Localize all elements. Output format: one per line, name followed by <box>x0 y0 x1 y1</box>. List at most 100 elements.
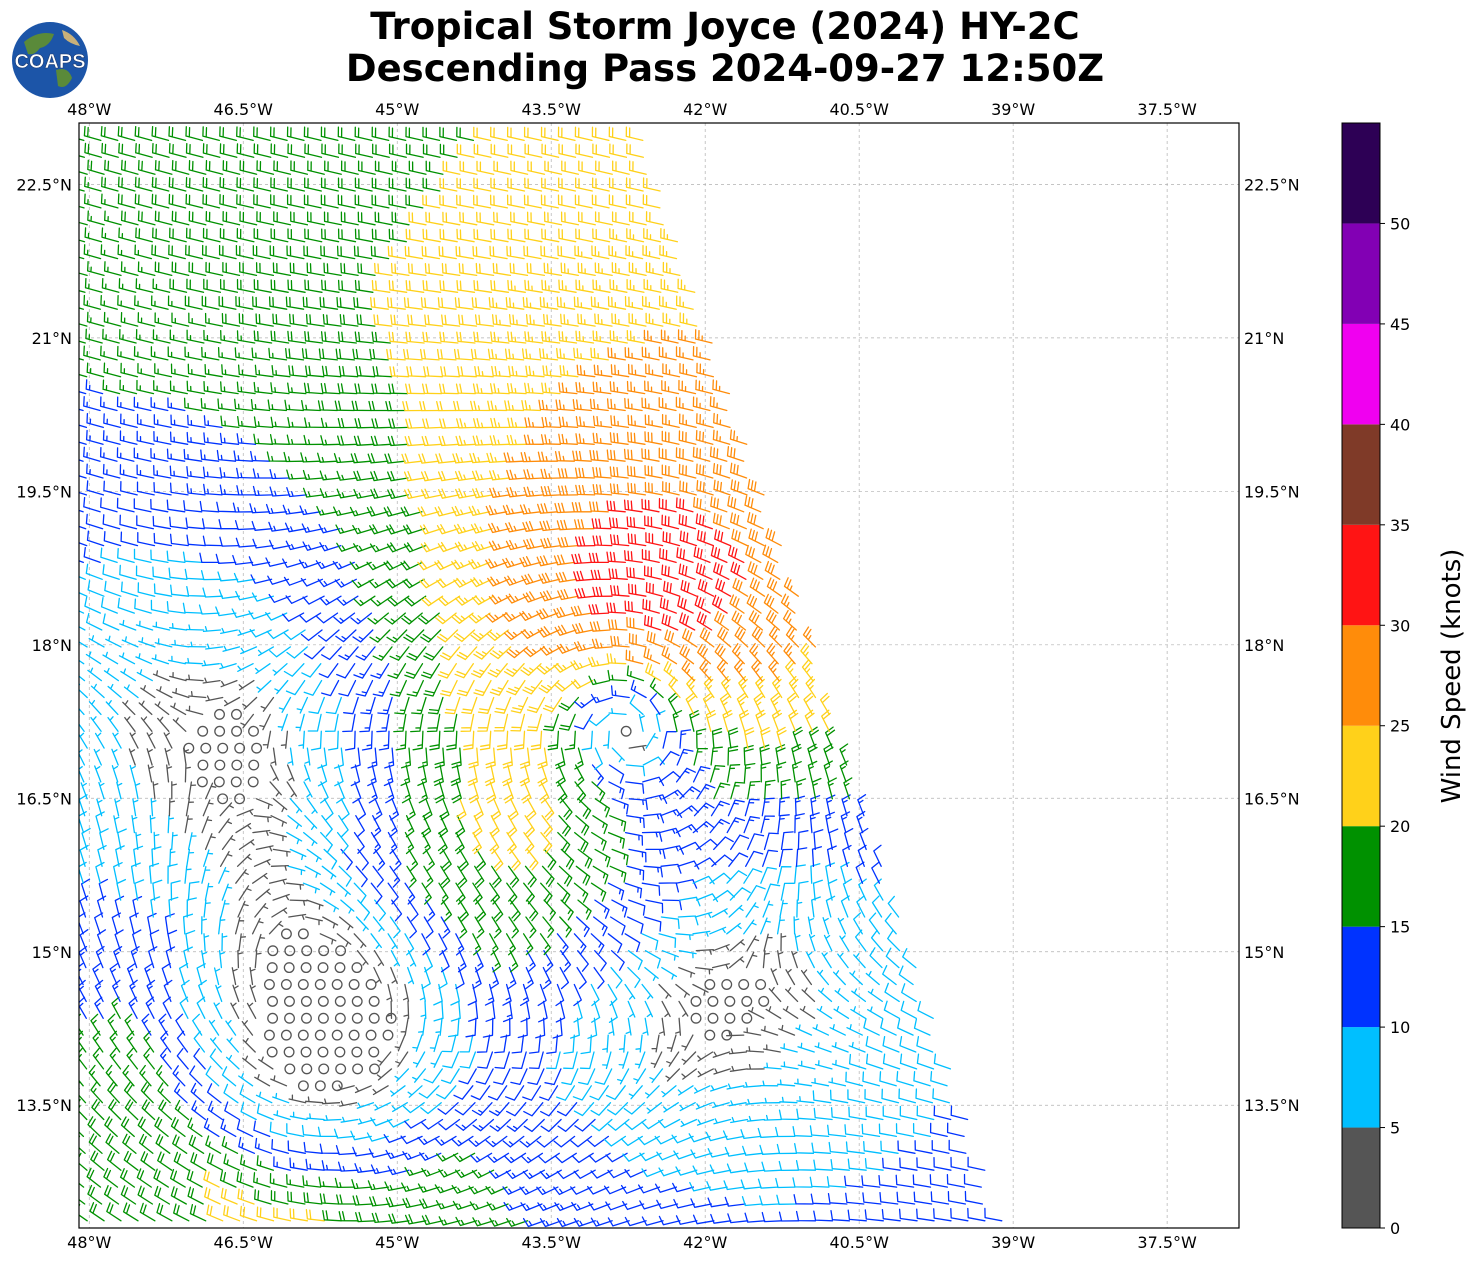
wind-barb-2726 <box>523 194 542 209</box>
wind-barb-254 <box>690 1149 713 1159</box>
wind-barb-1569 <box>558 696 580 711</box>
wind-barb-1097 <box>406 865 417 888</box>
wind-barb-1237 <box>372 815 382 838</box>
wind-barb-1439 <box>662 730 677 749</box>
wind-barb-2621 <box>557 245 576 260</box>
wind-barb-2373 <box>133 345 152 361</box>
wind-barb-2555 <box>677 278 696 293</box>
wind-barb-281 <box>253 1120 271 1138</box>
wind-barb-88 <box>622 1200 645 1211</box>
wind-barb-750 <box>331 979 343 990</box>
wind-barb-439 <box>254 1073 271 1087</box>
wind-barb-1258 <box>727 799 745 817</box>
wind-barb-2046 <box>641 498 660 513</box>
wind-barb-2735 <box>84 176 102 192</box>
wind-barb-1744 <box>537 626 560 638</box>
wind-barbs <box>79 125 1003 1228</box>
wind-barb-2147 <box>283 451 304 463</box>
wind-barb-1133 <box>204 833 216 851</box>
wind-barb-1741 <box>487 629 509 641</box>
wind-barb-736 <box>92 962 101 986</box>
wind-barb-1385 <box>519 764 530 787</box>
wind-barb-855 <box>424 950 433 973</box>
wind-barb-2160 <box>503 452 525 463</box>
wind-barb-294 <box>468 1135 491 1147</box>
wind-barb-1064 <box>658 882 680 893</box>
wind-barb-98 <box>793 1194 814 1205</box>
wind-barb-1554 <box>308 696 325 714</box>
wind-barb-507 <box>527 1068 545 1086</box>
wind-barb-2723 <box>473 194 492 209</box>
wind-barb-2202 <box>540 434 561 445</box>
wind-barb-1864 <box>385 578 408 589</box>
wind-barb-1351 <box>726 764 741 783</box>
wind-barb-179 <box>337 1161 359 1172</box>
wind-barb-2157 <box>452 453 474 464</box>
wind-barb-1261 <box>778 796 790 817</box>
wind-barb-1002 <box>424 899 436 922</box>
wind-barb-712 <box>538 1000 548 1023</box>
wind-barb-2208 <box>644 431 663 445</box>
colorbar-tick-label-4: 20 <box>1390 817 1410 836</box>
wind-barb-1316 <box>129 764 136 783</box>
wind-barb-2525 <box>169 278 188 293</box>
wind-barb-1780 <box>418 612 440 625</box>
wind-barb-813 <box>559 966 570 990</box>
wind-barb-2276 <box>453 400 474 412</box>
wind-barb-324 <box>91 1099 105 1121</box>
wind-barb-1297 <box>594 798 611 818</box>
wind-barb-291 <box>417 1135 440 1146</box>
wind-barb-2809 <box>168 143 187 158</box>
wind-barb-2382 <box>285 347 305 361</box>
wind-barb-1847 <box>102 564 120 580</box>
wind-barb-1897 <box>232 554 254 566</box>
wind-barb-2110 <box>336 470 358 481</box>
wind-barb-1943 <box>302 541 325 551</box>
wind-barb-2118 <box>471 470 494 481</box>
wind-barb-530 <box>916 1053 935 1070</box>
wind-barb-2271 <box>368 400 389 412</box>
wind-barb-2519 <box>79 289 86 293</box>
wind-barb-808 <box>472 966 482 990</box>
wind-barb-616 <box>635 1034 643 1053</box>
wind-barb-119 <box>236 1171 254 1188</box>
wind-barb-2353 <box>440 366 460 378</box>
wind-barb-2772 <box>120 159 139 175</box>
wind-barb-1784 <box>485 612 508 623</box>
wind-barb-14 <box>305 1209 325 1222</box>
wind-barb-2690 <box>510 211 529 226</box>
wind-barb-317 <box>861 1123 881 1138</box>
wind-barb-2729 <box>574 194 593 209</box>
wind-barb-2546 <box>524 279 543 293</box>
wind-barb-2279 <box>504 400 525 412</box>
wind-barb-1091 <box>304 865 321 878</box>
wind-barb-2592 <box>79 256 85 260</box>
wind-barb-2089 <box>679 480 697 496</box>
wind-barb-449 <box>418 1085 440 1099</box>
wind-barb-1392 <box>642 756 665 766</box>
wind-barb-275 <box>154 1116 169 1138</box>
wind-barb-695 <box>249 984 257 1003</box>
wind-barb-2393 <box>470 348 491 361</box>
wind-barb-12 <box>273 1207 292 1222</box>
wind-barb-2363 <box>610 364 630 378</box>
wind-barb-1706 <box>646 630 664 648</box>
wind-barb-2683 <box>391 211 410 226</box>
wind-barb-2832 <box>558 143 577 158</box>
wind-barb-2005 <box>644 515 663 530</box>
wind-barb-1820 <box>370 595 393 607</box>
wind-barb-987 <box>170 880 181 901</box>
wind-barb-944 <box>271 907 288 918</box>
wind-barb-262 <box>828 1141 848 1154</box>
wind-barb-585 <box>107 1013 118 1036</box>
wind-barb-650 <box>351 1012 363 1024</box>
wind-barb-2443 <box>677 329 696 344</box>
wind-barb-2650 <box>439 228 458 243</box>
colorbar-tick-label-5: 25 <box>1390 717 1410 736</box>
wind-barb-1625 <box>768 659 780 682</box>
wind-barb-1960 <box>592 535 613 547</box>
wind-barb-2252 <box>713 412 731 429</box>
wind-barb-485 <box>159 1047 172 1070</box>
wind-barb-2708 <box>219 194 238 209</box>
wind-barb-106 <box>930 1191 950 1205</box>
